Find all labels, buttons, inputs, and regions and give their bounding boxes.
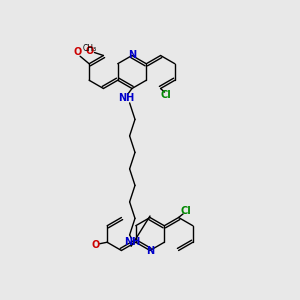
Text: N: N [146,245,154,256]
Text: NH: NH [124,237,141,248]
Text: NH: NH [118,92,134,103]
Text: Cl: Cl [181,206,191,217]
Text: O: O [86,46,94,56]
Text: N: N [128,50,136,61]
Text: Cl: Cl [160,89,171,100]
Text: O: O [74,47,82,57]
Text: CH₃: CH₃ [82,44,97,53]
Text: O: O [91,240,99,250]
